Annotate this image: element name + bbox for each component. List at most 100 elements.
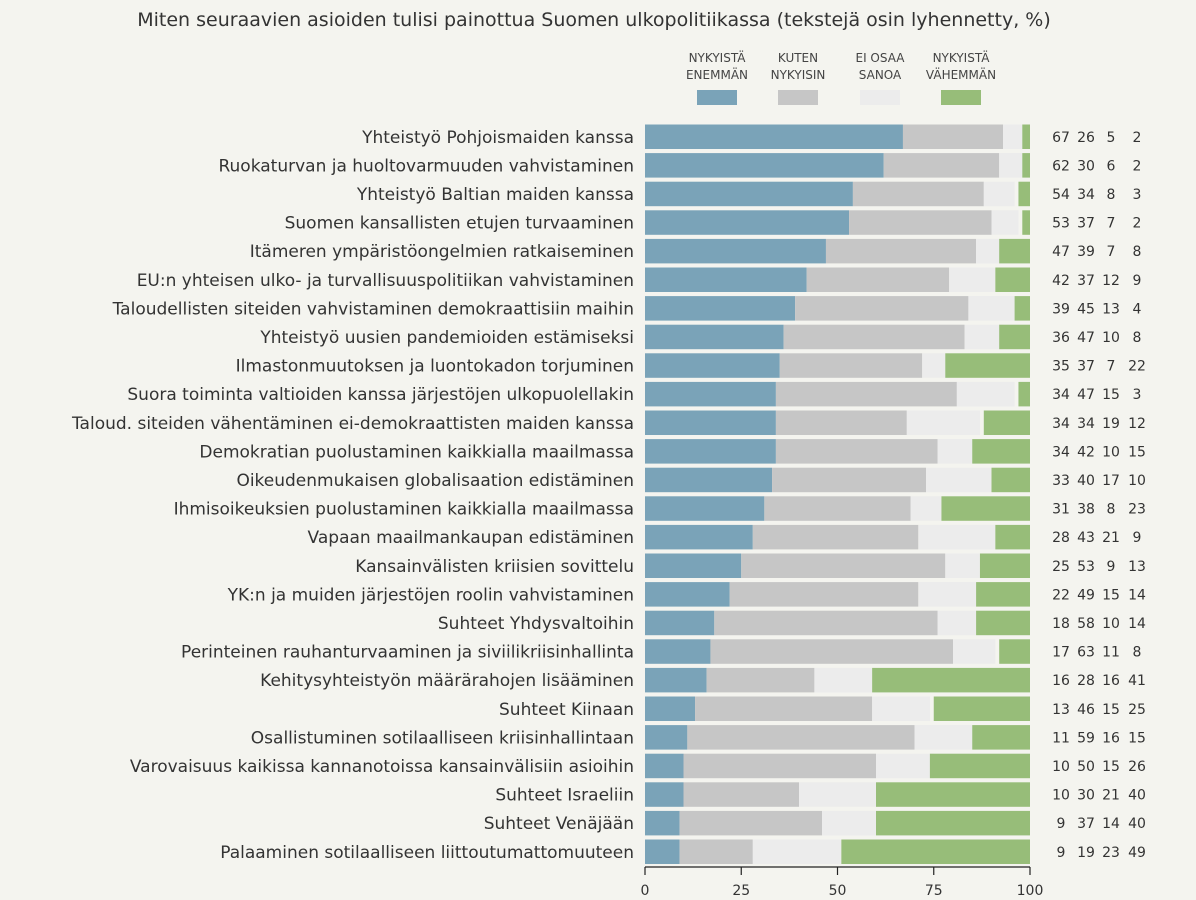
- bar-segment: [795, 296, 969, 321]
- value-label: 49: [1128, 845, 1146, 861]
- bar-row: Ilmastonmuutoksen ja luontokadon torjumi…: [236, 353, 1146, 378]
- category-label: Palaaminen sotilaalliseen liittoutumatto…: [220, 843, 634, 863]
- value-label: 10: [1102, 444, 1120, 460]
- bar-segment: [1022, 124, 1030, 149]
- bar-segment: [645, 181, 853, 207]
- bar-segment: [645, 467, 773, 493]
- value-label: 21: [1102, 788, 1120, 804]
- bar-segment: [645, 267, 807, 292]
- value-label: 22: [1052, 587, 1070, 603]
- value-label: 39: [1077, 244, 1095, 260]
- bar-row: Palaaminen sotilaalliseen liittoutumatto…: [220, 839, 1146, 864]
- value-label: 33: [1052, 473, 1070, 489]
- bar-row: Ihmisoikeuksien puolustaminen kaikkialla…: [174, 496, 1146, 521]
- value-label: 13: [1128, 559, 1146, 575]
- chart-title: Miten seuraavien asioiden tulisi painott…: [137, 9, 1050, 31]
- bar-segment: [645, 296, 796, 321]
- value-label: 8: [1107, 187, 1116, 203]
- bar-row: Suhteet Venäjään 9 37 14 40: [484, 810, 1146, 836]
- value-label: 34: [1077, 187, 1095, 203]
- value-label: 7: [1107, 216, 1116, 232]
- bar-row: YK:n ja muiden järjestöjen roolin vahvis…: [227, 582, 1146, 607]
- value-label: 5: [1107, 130, 1116, 146]
- bar-segment: [775, 410, 907, 435]
- category-label: Taloudellisten siteiden vahvistaminen de…: [112, 299, 634, 319]
- bar-segment: [876, 810, 1030, 836]
- value-label: 28: [1052, 530, 1070, 546]
- bar-segment: [949, 267, 996, 292]
- bar-segment: [945, 553, 980, 578]
- bar-segment: [1018, 381, 1030, 407]
- value-label: 15: [1102, 587, 1120, 603]
- value-label: 34: [1052, 444, 1070, 460]
- category-label: Kehitysyhteistyön määrärahojen lisäämine…: [260, 671, 634, 691]
- bar-segment: [825, 238, 977, 264]
- value-label: 12: [1128, 416, 1146, 432]
- value-label: 31: [1052, 502, 1070, 518]
- bar-segment: [806, 267, 950, 292]
- bar-segment: [918, 582, 977, 607]
- value-label: 37: [1077, 273, 1095, 289]
- value-label: 23: [1102, 845, 1120, 861]
- bar-segment: [999, 238, 1030, 264]
- category-label: Perinteinen rauhanturvaaminen ja siviili…: [181, 643, 634, 663]
- value-label: 9: [1133, 273, 1142, 289]
- value-label: 13: [1102, 301, 1120, 317]
- value-label: 15: [1128, 730, 1146, 746]
- legend-item: KUTEN NYKYISIN: [771, 51, 826, 105]
- bar-segment: [645, 839, 680, 864]
- bar-segment: [972, 725, 1030, 750]
- bar-segment: [995, 267, 1030, 292]
- bar-segment: [983, 181, 1015, 207]
- bar-segment: [645, 610, 715, 636]
- bar-segment: [910, 496, 942, 521]
- value-label: 25: [1052, 559, 1070, 575]
- bar-row: Itämeren ympäristöongelmien ratkaisemine…: [250, 238, 1141, 264]
- value-label: 15: [1102, 759, 1120, 775]
- legend-label-line1: KUTEN: [778, 51, 818, 65]
- value-label: 38: [1077, 502, 1095, 518]
- value-label: 11: [1052, 730, 1070, 746]
- category-label: Suhteet Kiinaan: [499, 700, 634, 720]
- bar-segment: [983, 410, 1030, 435]
- value-label: 62: [1052, 158, 1070, 174]
- bar-segment: [729, 582, 919, 607]
- value-label: 2: [1133, 216, 1142, 232]
- legend-label-line2: NYKYISIN: [771, 68, 826, 82]
- value-label: 19: [1077, 845, 1095, 861]
- value-label: 7: [1107, 359, 1116, 375]
- bar-segment: [645, 524, 753, 550]
- bar-segment: [918, 524, 1000, 550]
- value-label: 40: [1077, 473, 1095, 489]
- bar-segment: [956, 381, 1015, 407]
- x-tick-label: 75: [925, 883, 943, 899]
- bar-segment: [872, 696, 930, 721]
- value-label: 67: [1052, 130, 1070, 146]
- value-label: 46: [1077, 702, 1095, 718]
- legend-label-line2: SANOA: [859, 68, 902, 82]
- value-label: 22: [1128, 359, 1146, 375]
- value-label: 16: [1102, 673, 1120, 689]
- category-label: Osallistuminen sotilaalliseen kriisinhal…: [251, 728, 634, 748]
- bar-row: Suhteet Yhdysvaltoihin 18 58 10 14: [438, 610, 1146, 636]
- bar-segment: [995, 524, 1030, 550]
- bar-segment: [922, 353, 950, 378]
- category-label: Ruokaturvan ja huoltovarmuuden vahvistam…: [218, 156, 634, 176]
- value-label: 43: [1077, 530, 1095, 546]
- bar-segment: [775, 439, 938, 464]
- value-label: 37: [1077, 359, 1095, 375]
- value-label: 37: [1077, 216, 1095, 232]
- bar-row: Vapaan maailmankaupan edistäminen 28 43 21 9: [308, 524, 1141, 550]
- category-label: YK:n ja muiden järjestöjen roolin vahvis…: [227, 585, 634, 605]
- legend-label-line2: VÄHEMMÄN: [926, 67, 996, 82]
- bar-row: Suhteet Israeliin 10 30 21 40: [495, 782, 1146, 807]
- category-label: Ilmastonmuutoksen ja luontokadon torjumi…: [236, 357, 634, 377]
- legend-swatch: [697, 90, 737, 105]
- legend-label-line1: EI OSAA: [856, 51, 906, 65]
- bar-row: Suomen kansallisten etujen turvaaminen 53…: [285, 210, 1142, 235]
- value-label: 8: [1133, 645, 1142, 661]
- value-label: 58: [1077, 616, 1095, 632]
- category-label: Suomen kansallisten etujen turvaaminen: [285, 214, 634, 234]
- bar-row: Kansainvälisten kriisien sovittelu 25 53 9 1…: [355, 553, 1146, 578]
